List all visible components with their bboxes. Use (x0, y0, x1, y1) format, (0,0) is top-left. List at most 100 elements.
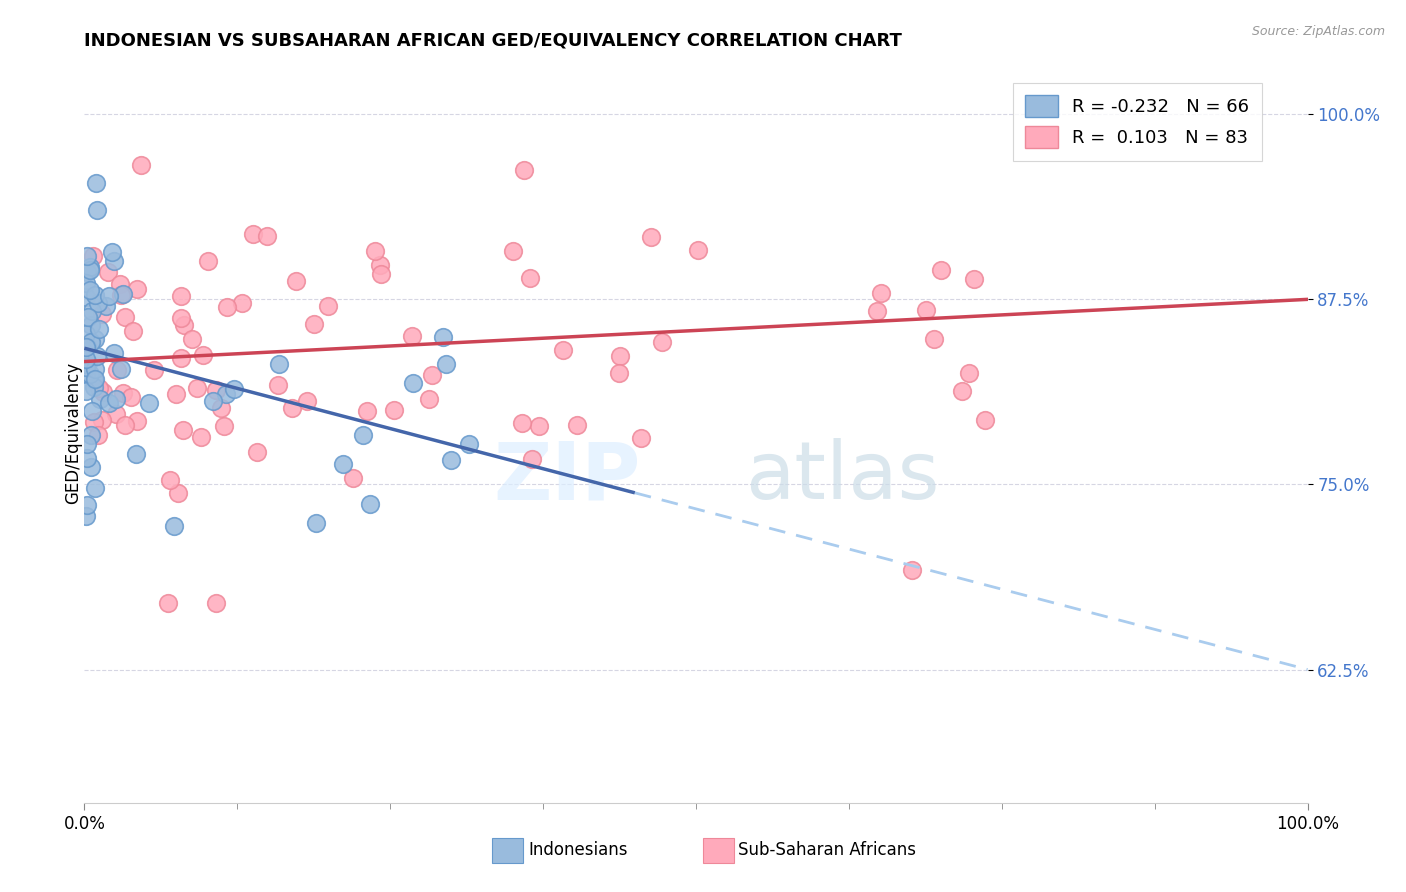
Point (76, 249, 98, 263)
Legend: R = -0.232   N = 66, R =  0.103   N = 83: R = -0.232 N = 66, R = 0.103 N = 83 (1012, 83, 1261, 161)
Point (180, 332, 202, 346)
Point (432, 330, 454, 344)
Point (138, 396, 160, 410)
Point (267, 378, 290, 392)
Point (870, 286, 893, 301)
Point (565, 417, 588, 432)
Point (401, 329, 423, 343)
Point (402, 376, 425, 391)
Point (98, 396, 121, 410)
Point (91, 384, 114, 399)
Y-axis label: GED/Equivalency: GED/Equivalency (65, 361, 82, 504)
Point (356, 404, 378, 418)
Point (281, 401, 304, 416)
Point (332, 457, 354, 471)
Point (143, 362, 166, 376)
Point (75, 384, 97, 398)
Point (209, 401, 232, 415)
Point (418, 392, 440, 407)
Point (957, 367, 980, 381)
Point (79, 283, 101, 297)
Point (295, 393, 318, 408)
Point (110, 361, 132, 376)
Point (914, 303, 936, 318)
Point (80, 335, 103, 350)
Point (186, 381, 208, 395)
Point (231, 296, 253, 310)
Point (76, 498, 98, 512)
Point (75, 340, 97, 354)
Point (686, 243, 709, 257)
Point (75, 351, 97, 366)
Point (101, 244, 124, 259)
Point (87, 381, 110, 395)
Point (84, 176, 107, 190)
Point (75, 276, 97, 290)
Point (91, 413, 114, 427)
Point (224, 382, 246, 396)
Point (77, 356, 100, 370)
Point (217, 300, 239, 314)
Point (204, 384, 226, 398)
Point (284, 274, 307, 288)
Point (607, 366, 630, 380)
Point (170, 289, 193, 303)
Point (929, 262, 952, 277)
Point (163, 519, 186, 533)
Point (103, 253, 125, 268)
Text: atlas: atlas (745, 438, 939, 516)
Point (527, 419, 550, 434)
Point (79, 367, 101, 381)
Point (256, 228, 278, 243)
Point (80, 460, 103, 475)
Point (129, 158, 152, 172)
Text: ZIP: ZIP (494, 438, 641, 516)
Point (104, 392, 127, 407)
Point (370, 267, 392, 281)
Point (79, 260, 101, 274)
Point (76, 265, 98, 279)
Point (84, 288, 107, 302)
Point (79, 318, 101, 333)
Point (522, 452, 544, 467)
Text: Indonesians: Indonesians (529, 841, 628, 859)
Point (609, 349, 631, 363)
Point (157, 596, 180, 610)
Point (83, 362, 105, 376)
Point (173, 318, 195, 333)
Point (246, 445, 269, 459)
Point (434, 357, 457, 371)
Text: INDONESIAN VS SUBSAHARAN AFRICAN GED/EQUIVALENCY CORRELATION CHART: INDONESIAN VS SUBSAHARAN AFRICAN GED/EQU… (84, 32, 903, 50)
Point (80, 427, 103, 442)
Point (382, 403, 405, 417)
Point (202, 393, 225, 408)
Point (214, 387, 236, 401)
Point (111, 385, 134, 400)
Point (962, 272, 984, 286)
Point (125, 447, 148, 461)
Point (76, 437, 98, 451)
Text: Sub-Saharan Africans: Sub-Saharan Africans (738, 841, 917, 859)
Point (640, 230, 662, 244)
Point (121, 324, 143, 338)
Point (364, 244, 387, 259)
Point (458, 437, 481, 451)
Point (352, 428, 374, 442)
Point (89, 392, 111, 406)
Point (94, 299, 117, 313)
Point (512, 163, 534, 178)
Point (104, 408, 127, 422)
Point (80, 304, 103, 318)
Point (173, 423, 195, 437)
Point (267, 357, 290, 371)
Point (83, 372, 105, 386)
Point (112, 287, 135, 301)
Point (75, 358, 97, 372)
Point (242, 227, 264, 242)
Point (75, 368, 97, 382)
Point (105, 362, 128, 376)
Point (114, 310, 136, 324)
Point (83, 415, 105, 429)
Point (316, 299, 339, 313)
Point (901, 563, 924, 577)
